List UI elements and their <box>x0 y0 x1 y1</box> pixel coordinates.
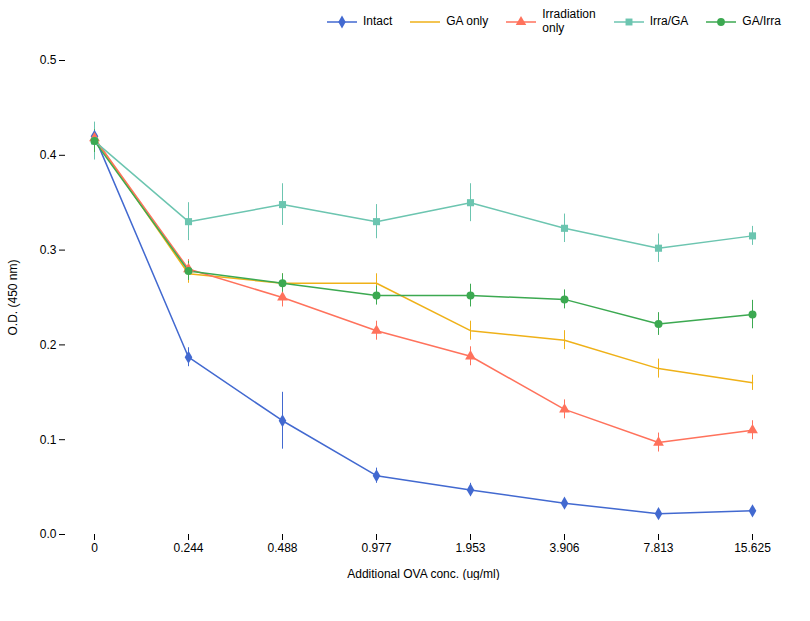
svg-text:0.488: 0.488 <box>267 541 297 555</box>
svg-text:0.1: 0.1 <box>40 432 57 446</box>
html-text:Irra/GA: Irra/GA <box>649 13 689 28</box>
svg-text:15.625: 15.625 <box>734 541 771 555</box>
svg-text:0.0: 0.0 <box>40 527 57 541</box>
svg-text:0: 0 <box>91 541 98 555</box>
svg-text:0.244: 0.244 <box>173 541 203 555</box>
svg-text:0.5: 0.5 <box>40 53 57 67</box>
svg-text:0.977: 0.977 <box>361 541 391 555</box>
svg-text:0.4: 0.4 <box>40 148 57 162</box>
svg-text:0.2: 0.2 <box>40 337 57 351</box>
html-text:GA only: GA only <box>446 13 489 28</box>
svg-text:O.D. (450 nm): O.D. (450 nm) <box>6 259 20 335</box>
html-text:Irradiation only: Irradiation only <box>542 7 596 35</box>
svg-text:0.3: 0.3 <box>40 243 57 257</box>
html-text:Intact: Intact <box>362 13 393 28</box>
svg-text:7.813: 7.813 <box>643 541 673 555</box>
svg-text:Additional OVA conc. (ug/ml): Additional OVA conc. (ug/ml) <box>347 566 500 580</box>
svg-text:1.953: 1.953 <box>455 541 485 555</box>
html-text:GA/Irra: GA/Irra <box>742 13 781 28</box>
svg-text:3.906: 3.906 <box>549 541 579 555</box>
